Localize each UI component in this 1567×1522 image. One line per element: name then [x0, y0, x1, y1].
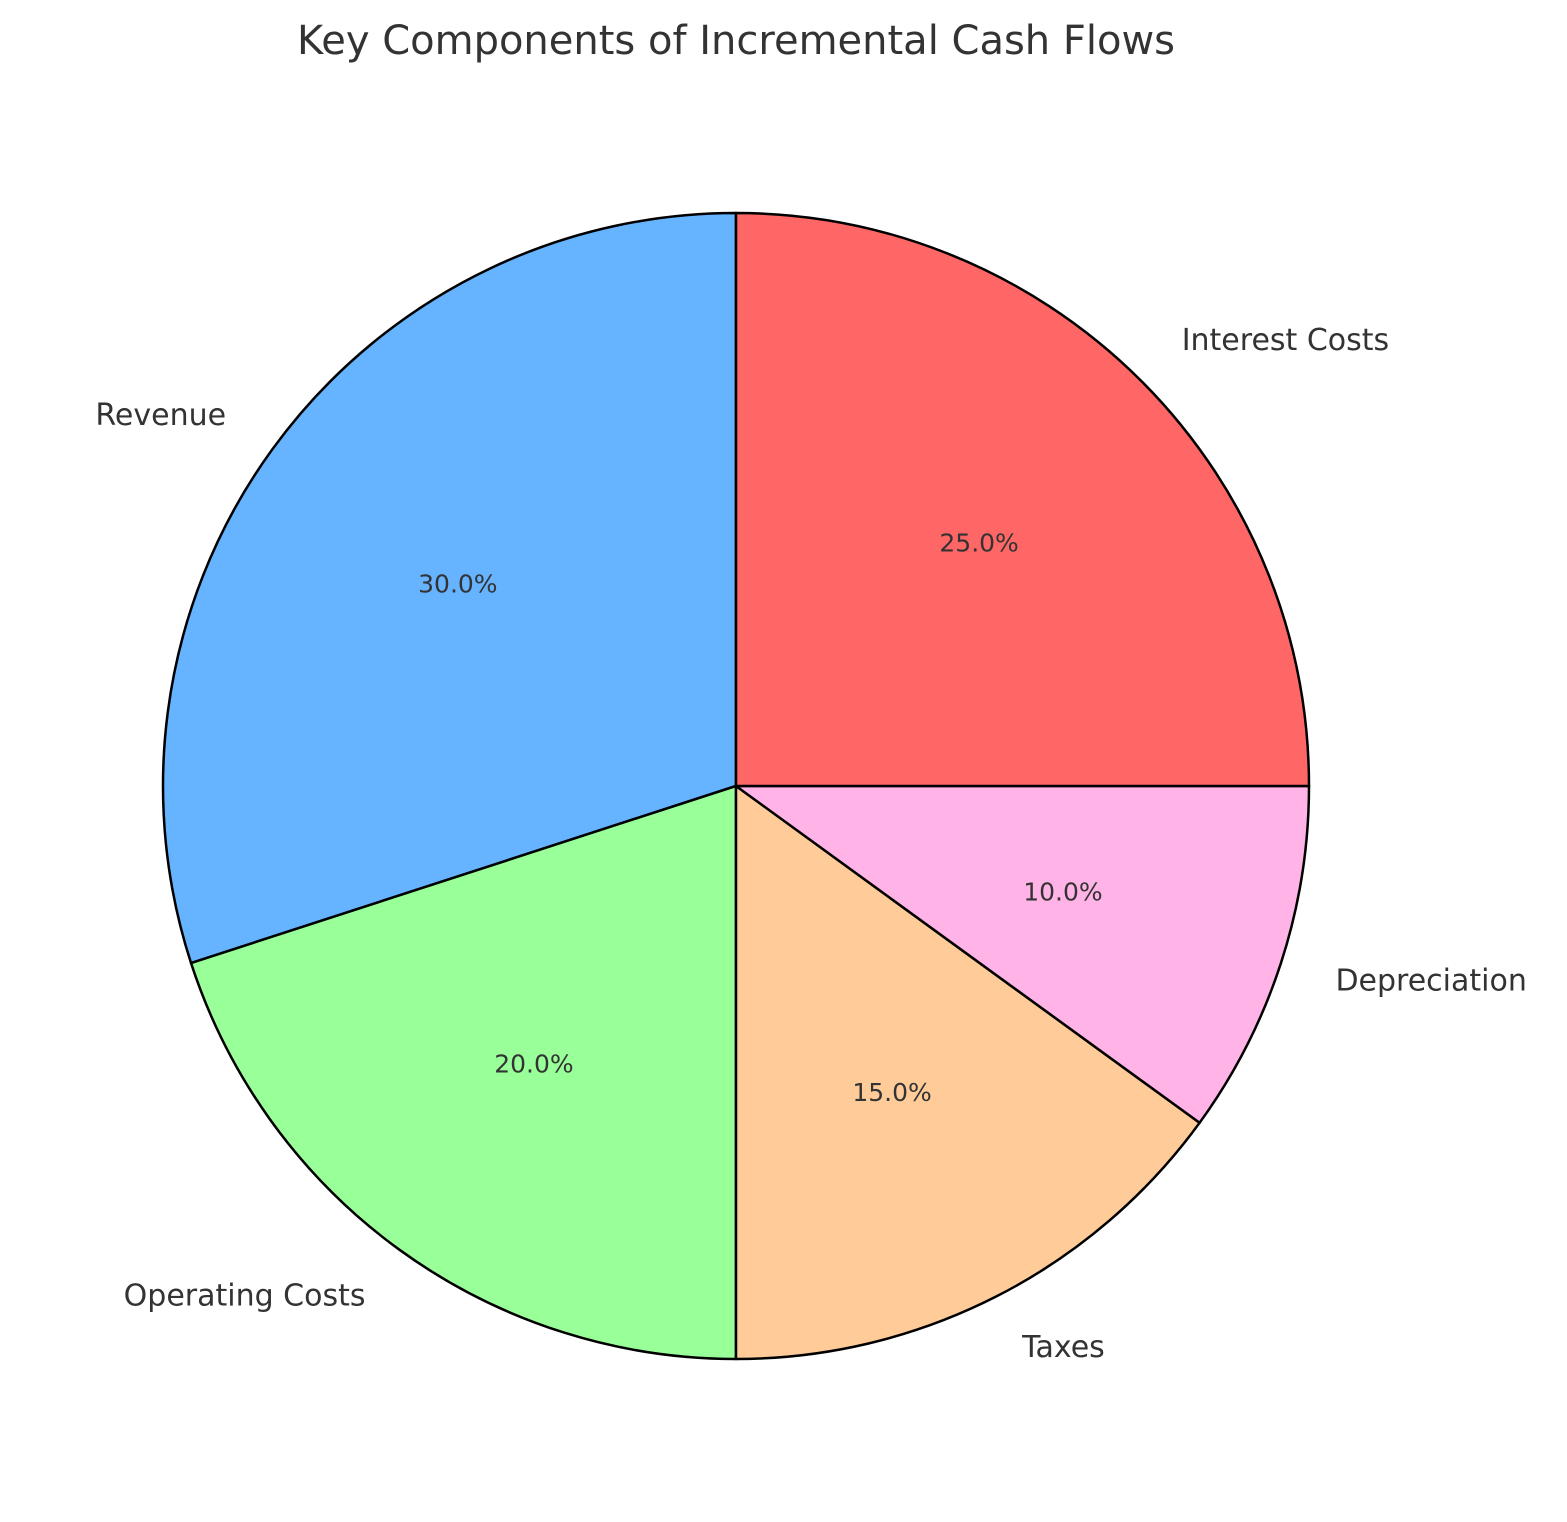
slice-label-taxes: Taxes [1021, 1330, 1105, 1365]
pie-slice-taxes [734, 784, 1201, 1361]
slice-label-interest-costs: Interest Costs [1182, 323, 1389, 358]
slice-label-depreciation: Depreciation [1335, 963, 1526, 998]
pct-label-depreciation: 10.0% [1023, 878, 1102, 907]
pie-slice-interest-costs [734, 211, 1311, 788]
pie-labels: Revenue 30.0% Operating Costs 20.0% Taxes 15.… [95, 323, 1526, 1365]
slice-label-operating-costs: Operating Costs [124, 1278, 366, 1313]
pct-label-revenue: 30.0% [418, 569, 497, 598]
pie-slices [161, 211, 1311, 1361]
pct-label-taxes: 15.0% [852, 1078, 931, 1107]
chart-title: Key Components of Incremental Cash Flows [297, 18, 1175, 64]
pie-slice-revenue [161, 211, 738, 965]
slice-label-revenue: Revenue [95, 398, 226, 433]
pct-label-interest-costs: 25.0% [939, 528, 1018, 557]
pie-slice-depreciation [734, 784, 1311, 1125]
pct-label-operating-costs: 20.0% [494, 1050, 573, 1079]
pie-slice-operating-costs [189, 784, 738, 1361]
